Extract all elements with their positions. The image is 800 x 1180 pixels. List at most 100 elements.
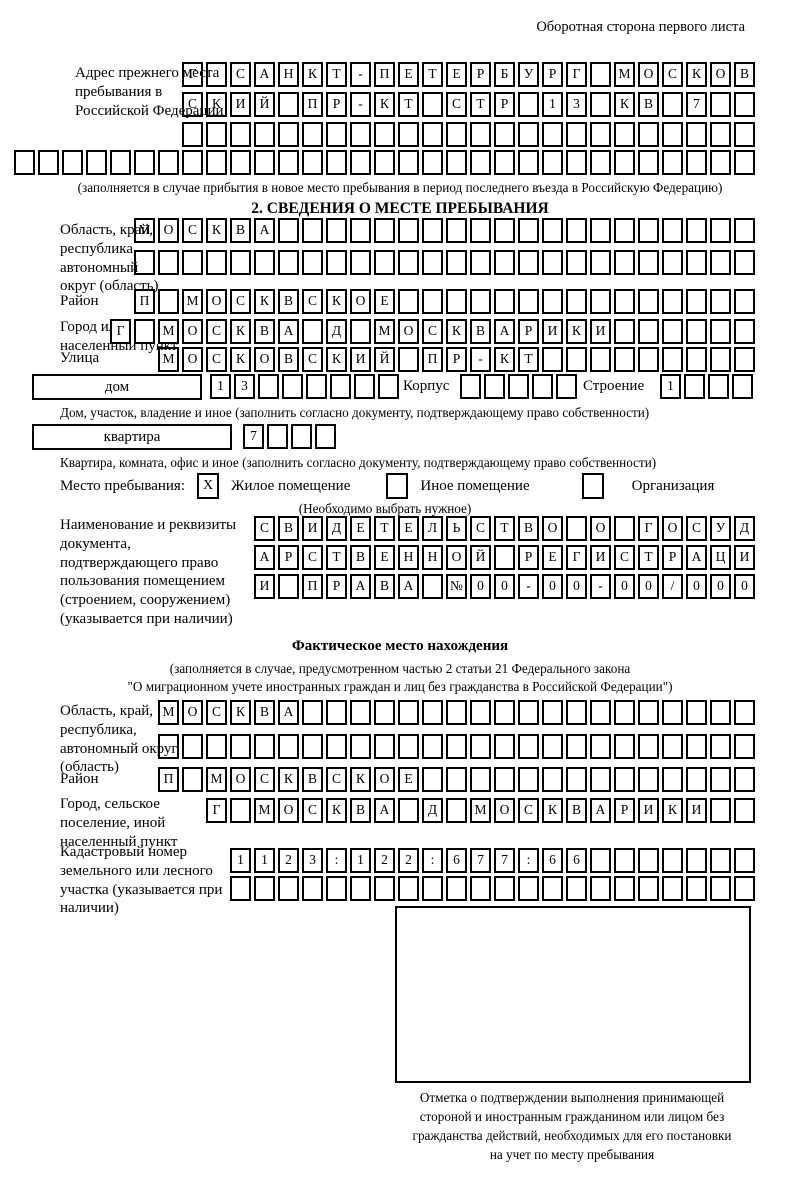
char-box[interactable]: О xyxy=(494,798,515,823)
char-box[interactable]: Е xyxy=(350,516,371,541)
char-box[interactable]: Т xyxy=(494,516,515,541)
char-box[interactable] xyxy=(422,122,443,147)
char-box[interactable] xyxy=(470,289,491,314)
char-box[interactable]: А xyxy=(278,319,299,344)
char-box[interactable] xyxy=(518,767,539,792)
char-box[interactable] xyxy=(710,92,731,117)
char-box[interactable] xyxy=(134,150,155,175)
char-box[interactable] xyxy=(470,122,491,147)
char-box[interactable]: М xyxy=(158,347,179,372)
char-box[interactable]: С xyxy=(230,289,251,314)
char-box[interactable]: Т xyxy=(326,545,347,570)
char-box[interactable] xyxy=(518,122,539,147)
char-box[interactable]: К xyxy=(326,798,347,823)
char-box[interactable] xyxy=(518,734,539,759)
char-box[interactable] xyxy=(38,150,59,175)
char-box[interactable]: Р xyxy=(494,92,515,117)
char-box[interactable] xyxy=(614,734,635,759)
char-box[interactable]: 1 xyxy=(660,374,681,399)
char-box[interactable] xyxy=(182,150,203,175)
char-box[interactable] xyxy=(446,250,467,275)
char-box[interactable] xyxy=(206,250,227,275)
char-box[interactable]: М xyxy=(254,798,275,823)
char-box[interactable] xyxy=(230,250,251,275)
char-box[interactable]: О xyxy=(230,767,251,792)
char-box[interactable] xyxy=(614,347,635,372)
char-box[interactable] xyxy=(350,700,371,725)
char-box[interactable] xyxy=(374,150,395,175)
char-box[interactable]: О xyxy=(182,700,203,725)
char-box[interactable]: 6 xyxy=(566,848,587,873)
char-box[interactable] xyxy=(566,734,587,759)
char-box[interactable] xyxy=(278,734,299,759)
char-box[interactable]: 0 xyxy=(686,574,707,599)
char-box[interactable]: С xyxy=(614,545,635,570)
char-box[interactable] xyxy=(518,92,539,117)
char-box[interactable]: П xyxy=(422,347,443,372)
char-box[interactable]: № xyxy=(446,574,467,599)
char-box[interactable] xyxy=(734,767,755,792)
char-box[interactable]: К xyxy=(686,62,707,87)
stay-type-checkbox-organization[interactable] xyxy=(581,473,604,499)
char-box[interactable]: О xyxy=(278,798,299,823)
char-box[interactable] xyxy=(638,150,659,175)
char-box[interactable]: К xyxy=(662,798,683,823)
char-box[interactable]: Е xyxy=(398,767,419,792)
char-box[interactable] xyxy=(686,289,707,314)
char-box[interactable] xyxy=(734,798,755,823)
char-box[interactable] xyxy=(638,289,659,314)
char-box[interactable] xyxy=(134,319,155,344)
char-box[interactable]: С xyxy=(206,347,227,372)
char-box[interactable] xyxy=(460,374,481,399)
char-box[interactable] xyxy=(470,218,491,243)
char-box[interactable]: А xyxy=(686,545,707,570)
char-box[interactable]: С xyxy=(302,798,323,823)
char-box[interactable] xyxy=(398,250,419,275)
char-box[interactable]: - xyxy=(518,574,539,599)
char-box[interactable]: А xyxy=(254,545,275,570)
char-box[interactable] xyxy=(254,734,275,759)
char-box[interactable] xyxy=(470,876,491,901)
char-box[interactable]: С xyxy=(326,767,347,792)
char-box[interactable] xyxy=(590,218,611,243)
char-box[interactable] xyxy=(398,734,419,759)
char-box[interactable] xyxy=(470,767,491,792)
char-box[interactable]: К xyxy=(230,347,251,372)
char-box[interactable]: Ь xyxy=(446,516,467,541)
char-box[interactable] xyxy=(422,250,443,275)
char-box[interactable] xyxy=(470,250,491,275)
char-box[interactable]: Р xyxy=(614,798,635,823)
char-box[interactable]: Ц xyxy=(710,545,731,570)
char-box[interactable]: 0 xyxy=(494,574,515,599)
char-box[interactable]: М xyxy=(206,767,227,792)
char-box[interactable] xyxy=(662,848,683,873)
char-box[interactable] xyxy=(590,250,611,275)
char-box[interactable] xyxy=(446,767,467,792)
char-box[interactable] xyxy=(566,516,587,541)
char-box[interactable]: В xyxy=(350,545,371,570)
char-box[interactable] xyxy=(446,150,467,175)
char-box[interactable]: Т xyxy=(470,92,491,117)
char-box[interactable]: Т xyxy=(518,347,539,372)
char-box[interactable] xyxy=(446,218,467,243)
char-box[interactable] xyxy=(494,876,515,901)
char-box[interactable]: И xyxy=(590,319,611,344)
char-box[interactable] xyxy=(638,700,659,725)
char-box[interactable] xyxy=(278,122,299,147)
char-box[interactable]: 6 xyxy=(542,848,563,873)
char-box[interactable] xyxy=(494,700,515,725)
char-box[interactable] xyxy=(614,218,635,243)
char-box[interactable]: О xyxy=(158,218,179,243)
char-box[interactable] xyxy=(206,62,227,87)
char-box[interactable]: 6 xyxy=(446,848,467,873)
char-box[interactable] xyxy=(662,92,683,117)
char-box[interactable]: 7 xyxy=(686,92,707,117)
char-box[interactable]: : xyxy=(518,848,539,873)
char-box[interactable]: Д xyxy=(326,319,347,344)
char-box[interactable]: А xyxy=(350,574,371,599)
char-box[interactable] xyxy=(734,122,755,147)
char-box[interactable] xyxy=(662,289,683,314)
char-box[interactable] xyxy=(494,250,515,275)
char-box[interactable]: 2 xyxy=(374,848,395,873)
char-box[interactable] xyxy=(662,734,683,759)
